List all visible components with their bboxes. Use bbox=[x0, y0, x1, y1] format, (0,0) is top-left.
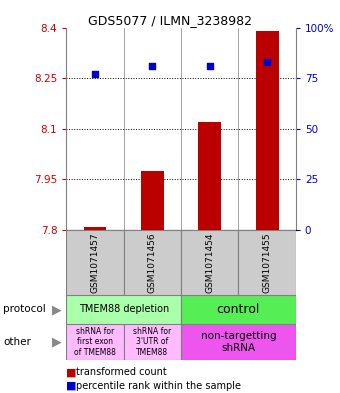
Point bbox=[207, 63, 212, 69]
Text: GSM1071454: GSM1071454 bbox=[205, 232, 214, 292]
Bar bbox=[66, 230, 124, 295]
Point bbox=[92, 71, 98, 77]
Bar bbox=[181, 230, 238, 295]
Bar bbox=[124, 230, 181, 295]
Bar bbox=[66, 295, 181, 324]
Text: percentile rank within the sample: percentile rank within the sample bbox=[76, 381, 241, 391]
Text: ■: ■ bbox=[66, 381, 77, 391]
Text: GDS5077 / ILMN_3238982: GDS5077 / ILMN_3238982 bbox=[88, 14, 252, 27]
Bar bbox=[124, 324, 181, 360]
Text: GSM1071457: GSM1071457 bbox=[90, 232, 100, 293]
Bar bbox=[238, 230, 296, 295]
Bar bbox=[141, 171, 164, 230]
Point bbox=[150, 63, 155, 69]
Text: other: other bbox=[3, 337, 31, 347]
Bar bbox=[181, 295, 296, 324]
Text: ▶: ▶ bbox=[52, 303, 62, 316]
Text: TMEM88 depletion: TMEM88 depletion bbox=[79, 305, 169, 314]
Text: shRNA for
3'UTR of
TMEM88: shRNA for 3'UTR of TMEM88 bbox=[133, 327, 171, 357]
Bar bbox=[198, 122, 221, 230]
Text: protocol: protocol bbox=[3, 305, 46, 314]
Text: GSM1071455: GSM1071455 bbox=[262, 232, 272, 293]
Text: non-targetting
shRNA: non-targetting shRNA bbox=[201, 331, 276, 353]
Text: control: control bbox=[217, 303, 260, 316]
Bar bbox=[66, 324, 124, 360]
Bar bbox=[181, 324, 296, 360]
Text: shRNA for
first exon
of TMEM88: shRNA for first exon of TMEM88 bbox=[74, 327, 116, 357]
Text: ▶: ▶ bbox=[52, 335, 62, 349]
Text: GSM1071456: GSM1071456 bbox=[148, 232, 157, 293]
Bar bbox=[256, 31, 278, 230]
Text: transformed count: transformed count bbox=[76, 367, 167, 377]
Point bbox=[265, 59, 270, 65]
Bar bbox=[84, 226, 106, 230]
Text: ■: ■ bbox=[66, 367, 77, 377]
